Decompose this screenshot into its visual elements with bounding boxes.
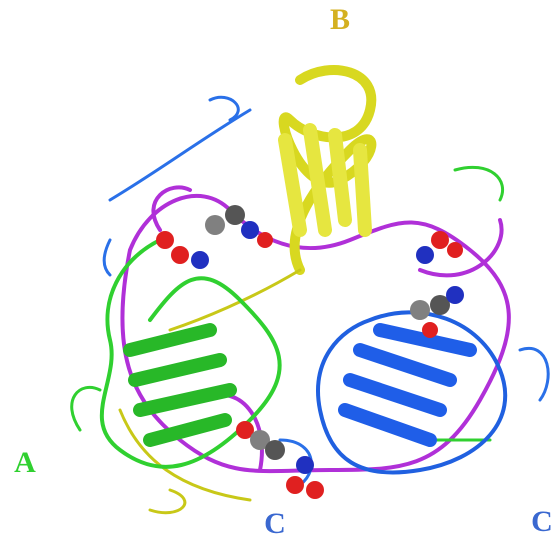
protein-figure: B A C C	[0, 0, 560, 542]
ribbon-structure	[72, 70, 548, 513]
chain-label: A	[14, 446, 36, 479]
sheet-c	[345, 330, 470, 440]
sheet-a	[130, 330, 230, 440]
chain-label: C	[531, 505, 553, 538]
chain-label: B	[330, 3, 350, 36]
chain-label: C	[264, 507, 286, 540]
